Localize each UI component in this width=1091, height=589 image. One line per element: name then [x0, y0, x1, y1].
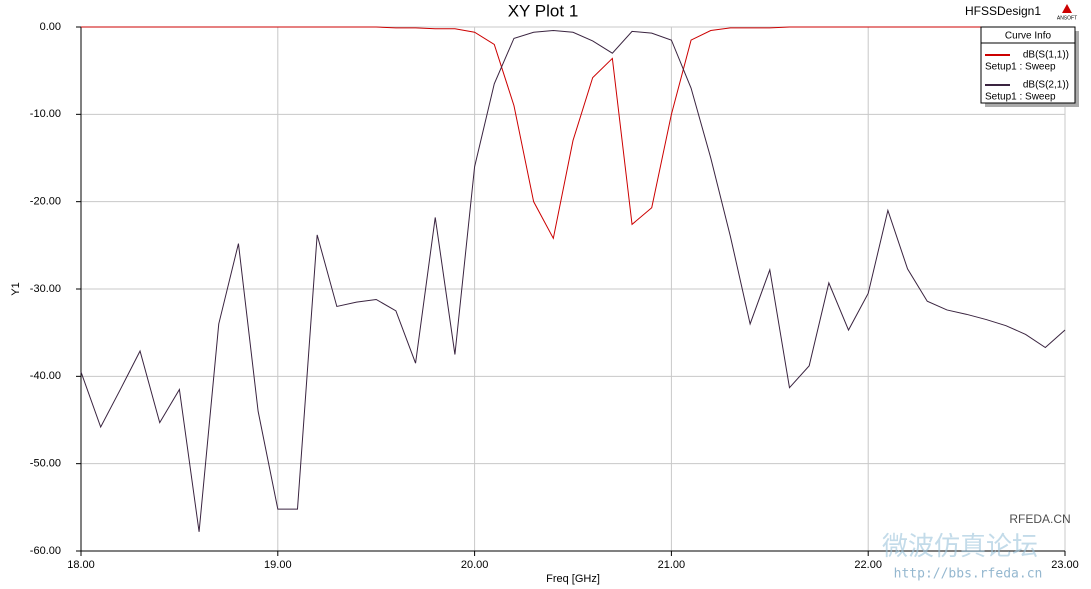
series-line [80, 29, 1066, 532]
y-axis-label: Y1 [10, 282, 22, 295]
legend-solution: Setup1 : Sweep [985, 92, 1056, 103]
logo-text: ANSOFT [1057, 15, 1077, 21]
y-tick-label: -40.00 [30, 370, 61, 382]
legend-solution: Setup1 : Sweep [985, 62, 1056, 73]
y-tick-label: -10.00 [30, 108, 61, 120]
legend-label: dB(S(1,1)) [1023, 50, 1069, 61]
chart-title: XY Plot 1 [508, 1, 579, 20]
x-tick-label: 18.00 [67, 559, 95, 571]
y-tick-label: -20.00 [30, 196, 61, 208]
y-tick-label: -30.00 [30, 283, 61, 295]
x-tick-label: 22.00 [854, 559, 882, 571]
watermark-forum: 微波仿真论坛 [882, 531, 1038, 561]
x-axis-label: Freq [GHz] [546, 573, 600, 585]
series-line [81, 26, 1065, 240]
legend-title: Curve Info [1005, 31, 1052, 42]
x-tick-label: 19.00 [264, 559, 292, 571]
legend-label: dB(S(2,1)) [1023, 80, 1069, 91]
logo-icon [1062, 4, 1072, 13]
design-name: HFSSDesign1 [965, 4, 1041, 18]
x-tick-label: 20.00 [461, 559, 489, 571]
y-tick-label: 0.00 [40, 21, 61, 33]
plot-area: 0.00 -10.00 -20.00 -30.00 -40.00 -50.00 -60.00… [30, 21, 1079, 571]
legend-box [980, 26, 1076, 104]
watermark-url: http://bbs.rfeda.cn [894, 567, 1043, 582]
x-tick-label: 23.00 [1051, 559, 1079, 571]
y-tick-label: -50.00 [30, 458, 61, 470]
x-tick-label: 21.00 [658, 559, 686, 571]
watermark-site: RFEDA.CN [1009, 512, 1070, 526]
legend: Curve Info [980, 26, 1079, 107]
y-tick-label: -60.00 [30, 545, 61, 557]
